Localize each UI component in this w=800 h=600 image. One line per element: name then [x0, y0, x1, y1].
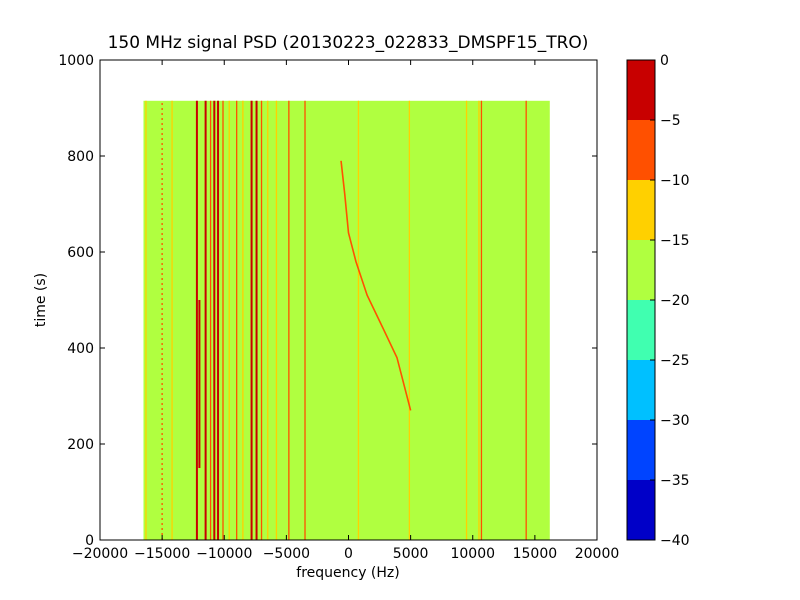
colorbar-tick-label: −20 [660, 293, 690, 309]
x-tick-label: −5000 [263, 546, 310, 562]
colorbar-segment [627, 180, 655, 240]
colorbar-segment [627, 360, 655, 420]
x-axis-label: frequency (Hz) [296, 565, 399, 581]
colorbar-tick-label: −10 [660, 173, 690, 189]
colorbar-tick-label: −30 [660, 413, 690, 429]
colorbar-segment [627, 420, 655, 480]
x-tick-label: −10000 [196, 546, 252, 562]
y-tick-label: 1000 [58, 53, 94, 69]
colorbar-tick-label: −35 [660, 473, 690, 489]
chart-title: 150 MHz signal PSD (20130223_022833_DMSP… [108, 33, 589, 53]
y-tick-label: 400 [67, 341, 94, 357]
y-axis-label: time (s) [33, 273, 49, 327]
plot-area [99, 59, 598, 541]
y-tick-label: 200 [67, 437, 94, 453]
doppler-trace [340, 160, 412, 411]
colorbar-tick-label: −5 [660, 113, 681, 129]
x-tick-label: −15000 [134, 546, 190, 562]
colorbar: −40 −35 −30 −25 −20 −15 −10 −5 0 [626, 53, 690, 549]
colorbar-segment [627, 60, 655, 120]
x-tick-label: −20000 [72, 546, 128, 562]
colorbar-segment [627, 300, 655, 360]
colorbar-tick-label: −40 [660, 533, 690, 549]
y-tick-label: 600 [67, 245, 94, 261]
colorbar-tick-label: −15 [660, 233, 690, 249]
colorbar-segment [627, 480, 655, 540]
colorbar-segment [627, 120, 655, 180]
heatmap-layer [143, 100, 550, 541]
y-tick-label: 0 [85, 533, 94, 549]
colorbar-segment [627, 240, 655, 300]
psd-background [143, 100, 550, 541]
colorbar-tick-label: 0 [660, 53, 669, 69]
x-tick-label: 15000 [513, 546, 558, 562]
x-tick-label: 20000 [575, 546, 620, 562]
x-tick-label: 0 [344, 546, 353, 562]
colorbar-tick-label: −25 [660, 353, 690, 369]
y-axis: 0 200 400 600 800 1000 [58, 53, 597, 549]
x-tick-label: 5000 [393, 546, 429, 562]
x-axis: −20000 −15000 −10000 −5000 0 5000 10000 15000 20… [72, 60, 619, 562]
x-tick-label: 10000 [450, 546, 495, 562]
y-tick-label: 800 [67, 149, 94, 165]
